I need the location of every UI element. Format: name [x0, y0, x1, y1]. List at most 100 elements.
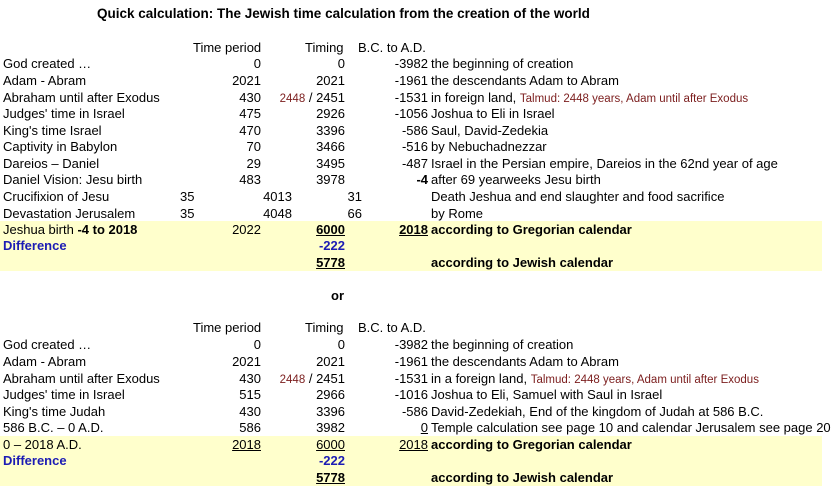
- time-period-value: 515: [239, 387, 261, 402]
- time-period-value: 29: [246, 156, 261, 171]
- bc-ad-value: -1056: [394, 106, 428, 121]
- row-label: King's time Judah: [3, 404, 106, 419]
- timing-value: 3982: [316, 420, 345, 435]
- result-row: 5778 according to Jewish calendar: [0, 254, 840, 271]
- row-label: Judges' time in Israel: [3, 387, 125, 402]
- header-time-period: Time period: [193, 320, 262, 335]
- timing-value: 0: [337, 56, 345, 71]
- difference-value: -222: [318, 238, 345, 253]
- timing-value: 3396: [316, 404, 345, 419]
- table-row: God created … 0 0 -3982 the beginning of…: [0, 55, 840, 72]
- row-description: by Rome: [431, 206, 484, 221]
- row-label: 586 B.C. – 0 A.D.: [3, 420, 104, 435]
- row-label: God created …: [3, 56, 92, 71]
- row-description: the descendants Adam to Abram: [431, 354, 619, 369]
- table-row: Adam - Abram 2021 2021 -1961 the descend…: [0, 72, 840, 89]
- bc-ad-value: -4: [416, 172, 428, 187]
- bc-ad-value: -586: [401, 123, 428, 138]
- table-row: Devastation Jerusalem 35 4048 66 by Rome: [0, 205, 840, 222]
- table2-header: Time period Timing B.C. to A.D.: [0, 319, 840, 336]
- talmud-timing-value: 2448: [279, 374, 306, 386]
- description-text: in a foreign land,: [431, 371, 531, 386]
- timing-total: 6000: [316, 437, 345, 452]
- header-timing: Timing: [305, 40, 344, 55]
- header-time-period: Time period: [193, 40, 262, 55]
- row-label: Adam - Abram: [3, 354, 87, 369]
- row-description: Joshua to Eli, Samuel with Saul in Israe…: [431, 387, 663, 402]
- timing-value: 2021: [316, 73, 345, 88]
- bc-ad-value: -1961: [394, 73, 428, 88]
- jewish-calendar-label: according to Jewish calendar: [431, 255, 614, 270]
- timing-separator: /: [305, 90, 317, 105]
- talmud-note: Talmud: 2448 years, Adam until after Exo…: [530, 374, 759, 386]
- jewish-year: 5778: [316, 255, 345, 270]
- row-label: Devastation Jerusalem: [3, 206, 136, 221]
- row-label: Daniel Vision: Jesu birth: [3, 172, 143, 187]
- summary-highlight-band-2: [0, 436, 822, 486]
- header-timing: Timing: [305, 320, 344, 335]
- summary-row: Jeshua birth -4 to 2018 2022 6000 2018 a…: [0, 221, 840, 238]
- bc-ad-value: -3982: [394, 56, 428, 71]
- row-label: God created …: [3, 337, 92, 352]
- timing-value: 4048: [263, 206, 292, 221]
- bc-ad-value: -487: [401, 156, 428, 171]
- difference-row: Difference -222: [0, 452, 840, 469]
- table1-header: Time period Timing B.C. to A.D.: [0, 39, 840, 56]
- summary-label-range: -4 to 2018: [77, 222, 138, 237]
- talmud-timing-value: 2448: [279, 93, 306, 105]
- row-description: Joshua to Eli in Israel: [431, 106, 555, 121]
- summary-highlight-band-1: [0, 221, 822, 271]
- gregorian-year: 2018: [399, 222, 428, 237]
- result-row: 5778 according to Jewish calendar: [0, 469, 840, 486]
- description-text: in foreign land,: [431, 90, 520, 105]
- row-label: Captivity in Babylon: [3, 139, 118, 154]
- row-description: David-Zedekiah, End of the kingdom of Ju…: [431, 404, 764, 419]
- row-description: the beginning of creation: [431, 56, 574, 71]
- table-row: Abraham until after Exodus 430 2448 / 24…: [0, 370, 840, 387]
- table-row: Judges' time in Israel 515 2966 -1016 Jo…: [0, 386, 840, 403]
- time-period-total: 2018: [232, 437, 261, 452]
- row-label: Adam - Abram: [3, 73, 87, 88]
- time-period-value: 35: [180, 206, 195, 221]
- time-period-value: 70: [246, 139, 261, 154]
- timing-value: 2926: [316, 106, 345, 121]
- bc-ad-value: -1016: [394, 387, 428, 402]
- bc-ad-value: -516: [401, 139, 428, 154]
- time-period-value: 430: [239, 371, 261, 386]
- time-period-value: 430: [239, 404, 261, 419]
- row-label: Crucifixion of Jesu: [3, 189, 110, 204]
- timing-value: 4013: [263, 189, 292, 204]
- summary-label: Jeshua birth -4 to 2018: [3, 221, 137, 238]
- table-row: Dareios – Daniel 29 3495 -487 Israel in …: [0, 155, 840, 172]
- time-period-value: 483: [239, 172, 261, 187]
- bc-ad-value: -1531: [394, 90, 428, 105]
- gregorian-label: according to Gregorian calendar: [431, 437, 632, 452]
- time-period-value: 430: [239, 90, 261, 105]
- talmud-note: Talmud: 2448 years, Adam until after Exo…: [519, 93, 749, 105]
- time-period-value: 2022: [232, 222, 261, 237]
- row-description: the descendants Adam to Abram: [431, 73, 619, 88]
- row-description: in foreign land, Talmud: 2448 years, Ada…: [431, 89, 748, 108]
- table-row: God created … 0 0 -3982 the beginning of…: [0, 336, 840, 353]
- row-description: Temple calculation see page 10 and calen…: [431, 420, 831, 435]
- timing-value: 3466: [316, 139, 345, 154]
- row-description: the beginning of creation: [431, 337, 574, 352]
- difference-value: -222: [318, 453, 345, 468]
- summary-label-prefix: Jeshua birth: [3, 222, 78, 237]
- timing-separator: /: [305, 371, 317, 386]
- summary-label: 0 – 2018 A.D.: [3, 437, 82, 452]
- time-period-value: 35: [180, 189, 195, 204]
- page-title: Quick calculation: The Jewish time calcu…: [97, 6, 590, 21]
- timing-value: 2448 / 2451: [280, 89, 345, 108]
- time-period-value: 2021: [232, 73, 261, 88]
- table-row: Abraham until after Exodus 430 2448 / 24…: [0, 89, 840, 106]
- table-row: Adam - Abram 2021 2021 -1961 the descend…: [0, 353, 840, 370]
- row-label: King's time Israel: [3, 123, 102, 138]
- table-row: Judges' time in Israel 475 2926 -1056 Jo…: [0, 105, 840, 122]
- bc-ad-value: -1961: [394, 354, 428, 369]
- table-row: Daniel Vision: Jesu birth 483 3978 -4 af…: [0, 171, 840, 188]
- bc-ad-value: -3982: [394, 337, 428, 352]
- row-description: Death Jeshua and end slaughter and food …: [431, 189, 725, 204]
- table-row: Captivity in Babylon 70 3466 -516 by Neb…: [0, 138, 840, 155]
- row-label: Abraham until after Exodus: [3, 90, 160, 105]
